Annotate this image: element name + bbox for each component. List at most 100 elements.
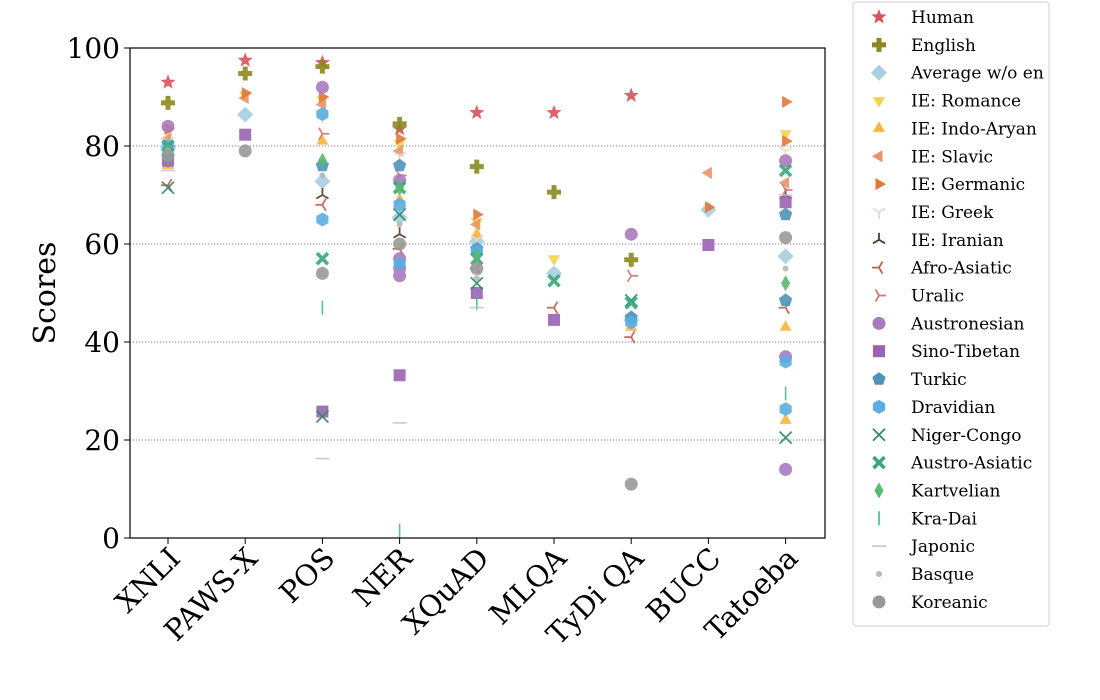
legend-marker-koreanic [872,595,886,609]
legend-marker-uralic [874,288,886,303]
data-points [160,52,794,538]
point-uralic-pos-1 [318,127,330,141]
legend-label-kra-dai: Kra-Dai [911,509,977,529]
point-english-xnli-0 [161,95,175,110]
y-tick-label-80: 80 [84,130,120,163]
legend-item-afro-asiatic: Afro-Asiatic [872,259,1012,279]
point-dravidian-pos-2 [316,212,329,227]
point-ie-germanic-paws-x-1 [241,87,253,100]
point-austro-asiatic-pos-1 [315,251,330,266]
series-koreanic [161,144,793,491]
point-koreanic-tatoeba-6 [779,231,793,245]
legend-label-ie-slavic: IE: Slavic [911,147,993,167]
point-uralic-tydi-qa-3 [626,269,639,283]
point-ie-slavic-ner-3 [392,144,404,157]
point-dravidian-tatoeba-7 [779,354,792,369]
x-tick-label-pos: POS [273,541,342,610]
point-austronesian-pos-1 [315,80,329,94]
legend-item-koreanic: Koreanic [872,593,988,613]
legend-marker-turkic [872,372,886,385]
legend-item-kartvelian: Kartvelian [874,482,1000,502]
series-ie-germanic [164,87,793,221]
point-ie-germanic-bucc-5 [704,201,716,214]
point-human-xnli-0 [160,74,176,89]
legend-item-ie-iranian: IE: Iranian [872,231,1004,251]
point-ie-germanic-tatoeba-6 [782,95,793,108]
legend-item-basque: Basque [876,565,974,585]
point-ie-slavic-xquad-4 [469,218,481,231]
point-dravidian-ner-4 [393,256,406,271]
legend-label-koreanic: Koreanic [911,593,988,613]
point-ie-indo-aryan-tatoeba-5 [779,320,792,331]
legend-item-ie-indo-aryan: IE: Indo-Aryan [872,119,1037,139]
legend-label-austronesian: Austronesian [910,314,1024,334]
point-turkic-tatoeba-6 [778,293,793,307]
legend-marker-average-w-o-en [871,64,887,81]
point-ie-slavic-bucc-5 [701,166,712,179]
point-sino-tibetan-bucc-6 [702,239,715,251]
legend-item-austro-asiatic: Austro-Asiatic [872,454,1032,474]
y-tick-label-20: 20 [84,424,120,457]
point-sino-tibetan-paws-x-1 [239,128,252,141]
point-ie-iranian-pos-1 [315,188,329,200]
point-sino-tibetan-mlqa-5 [548,313,560,326]
legend-marker-niger-congo [872,428,886,442]
point-english-tydi-qa-6 [624,252,639,267]
point-dravidian-pos-1 [316,107,329,122]
point-english-ner-3 [392,116,407,131]
legend-label-ie-indo-aryan: IE: Indo-Aryan [911,119,1037,139]
point-afro-asiatic-tydi-qa-5 [624,330,636,344]
point-ie-germanic-pos-2 [318,90,330,104]
point-koreanic-xnli-0 [161,149,175,163]
point-sino-tibetan-xquad-4 [470,287,483,299]
legend-item-average-w-o-en: Average w/o en [871,64,1044,84]
point-niger-congo-xquad-3 [470,276,484,290]
point-human-tydi-qa-6 [623,87,639,102]
legend-marker-human [871,9,887,24]
legend-item-ie-slavic: IE: Slavic [872,147,993,167]
legend-item-dravidian: Dravidian [872,398,995,418]
legend-marker-ie-romance [872,97,886,108]
point-human-mlqa-5 [546,104,562,120]
legend-marker-afro-asiatic [872,261,884,275]
point-ie-indo-aryan-tatoeba-6 [779,413,792,424]
point-austronesian-tydi-qa-6 [624,227,638,241]
legend-box [852,1,1050,627]
point-ie-iranian-ner-2 [393,227,407,239]
legend-label-ie-greek: IE: Greek [911,203,994,223]
point-ie-romance-tatoeba-6 [779,130,792,141]
legend-item-ie-germanic: IE: Germanic [875,175,1025,195]
legend-item-niger-congo: Niger-Congo [872,426,1021,446]
point-basque-tatoeba-4 [782,265,789,272]
point-austro-asiatic-tydi-qa-5 [624,296,638,310]
point-average-w-o-en-paws-x-1 [237,106,254,123]
point-english-paws-x-1 [238,66,253,81]
legend-item-ie-greek: IE: Greek [872,203,994,223]
legend-label-kartvelian: Kartvelian [911,482,1000,502]
point-basque-xquad-3 [473,275,480,282]
y-tick-label-100: 100 [67,32,120,65]
point-niger-congo-xnli-0 [161,181,175,195]
point-turkic-ner-2 [392,158,407,172]
legend-marker-ie-germanic [875,178,886,191]
series-english [161,59,639,267]
legend-label-austro-asiatic: Austro-Asiatic [910,454,1032,474]
point-english-mlqa-5 [547,185,561,200]
legend-label-uralic: Uralic [911,287,964,307]
point-basque-pos-1 [319,172,326,179]
legend-item-uralic: Uralic [874,287,964,307]
point-english-pos-2 [315,59,330,74]
point-turkic-tatoeba-5 [778,207,793,221]
legend-label-human: Human [911,8,974,28]
point-afro-asiatic-pos-1 [315,198,327,212]
legend-label-dravidian: Dravidian [911,398,995,418]
point-human-xquad-4 [469,104,485,120]
point-ie-slavic-pos-2 [315,98,326,111]
legend-marker-dravidian [872,399,886,414]
point-average-w-o-en-pos-2 [314,173,331,190]
point-austronesian-tatoeba-7 [779,154,793,168]
point-dravidian-tydi-qa-6 [625,315,638,330]
legend-label-ie-iranian: IE: Iranian [911,231,1004,251]
point-koreanic-ner-3 [393,237,407,251]
point-basque-ner-2 [396,221,403,228]
